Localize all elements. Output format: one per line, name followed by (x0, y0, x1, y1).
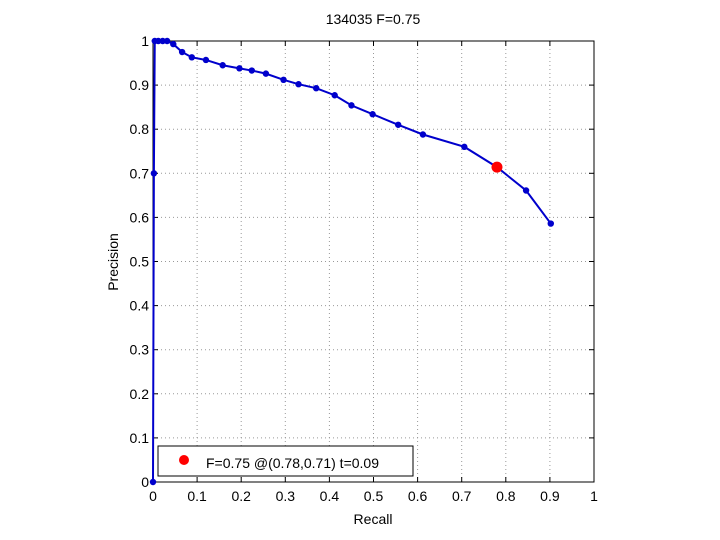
pr-curve-point (331, 92, 338, 99)
x-tick-label: 0 (149, 488, 157, 504)
grid (153, 41, 594, 482)
y-tick-label: 0.8 (130, 121, 150, 137)
legend-marker (179, 455, 189, 465)
x-tick-label: 0.9 (540, 488, 560, 504)
legend: F=0.75 @(0.78,0.71) t=0.09 (157, 445, 414, 477)
pr-curve-point (547, 220, 554, 227)
pr-curve-point (163, 37, 171, 45)
x-tick-label: 0.1 (187, 488, 207, 504)
pr-curve-point (219, 62, 226, 69)
pr-curve-point (248, 67, 255, 74)
y-tick-label: 0.3 (130, 342, 150, 358)
best-f-point (491, 161, 503, 173)
x-tick-label: 0.4 (320, 488, 340, 504)
highlight-layer (491, 161, 503, 173)
chart-title: 134035 F=0.75 (326, 11, 421, 27)
pr-curve-point (312, 84, 320, 92)
y-axis-label: Precision (105, 233, 121, 291)
pr-curve-point (149, 478, 157, 486)
y-tick-label: 0.5 (130, 254, 150, 270)
pr-curve-point (202, 56, 210, 64)
pr-curve-point (188, 54, 196, 61)
pr-curve-point (155, 37, 162, 45)
y-tick-label: 0.4 (130, 298, 150, 314)
pr-curve-point (295, 81, 302, 88)
y-tick-label: 1 (141, 33, 149, 49)
x-tick-label: 0.3 (276, 488, 296, 504)
pr-curve-point (369, 111, 376, 118)
y-tick-label: 0.9 (130, 77, 150, 93)
pr-curve-point (280, 76, 287, 84)
pr-curve-point (262, 70, 270, 77)
legend-label: F=0.75 @(0.78,0.71) t=0.09 (206, 455, 379, 471)
legend-box (157, 445, 414, 477)
y-tick-label: 0.2 (130, 386, 150, 402)
pr-curve-point (159, 37, 166, 45)
x-axis-label: Recall (354, 511, 393, 527)
x-tick-label: 0.7 (452, 488, 472, 504)
pr-curve-point (236, 65, 243, 72)
ticks: 0 0.1 0.2 0.3 0.4 0.5 0.6 0.7 0.8 0.9 1 0 0.1 0.2 0.3 0… (130, 33, 599, 504)
pr-curve-point (170, 40, 177, 48)
pr-curve-point (419, 131, 427, 138)
y-tick-label: 0.6 (130, 209, 150, 225)
pr-curve-point (522, 187, 530, 194)
x-tick-label: 0.5 (364, 488, 384, 504)
pr-curve-point (150, 170, 158, 177)
y-tick-label: 0.7 (130, 165, 150, 181)
pr-curve-point (394, 121, 402, 128)
x-tick-label: 1 (590, 488, 598, 504)
series-layer (149, 37, 554, 486)
pr-curve-point (348, 102, 355, 109)
pr-curve-point (178, 48, 186, 56)
pr-curve-point (461, 143, 468, 151)
x-tick-label: 0.8 (496, 488, 516, 504)
x-tick-label: 0.6 (408, 488, 428, 504)
y-tick-label: 0.1 (130, 430, 150, 446)
y-tick-label: 0 (141, 474, 149, 490)
x-tick-label: 0.2 (231, 488, 251, 504)
